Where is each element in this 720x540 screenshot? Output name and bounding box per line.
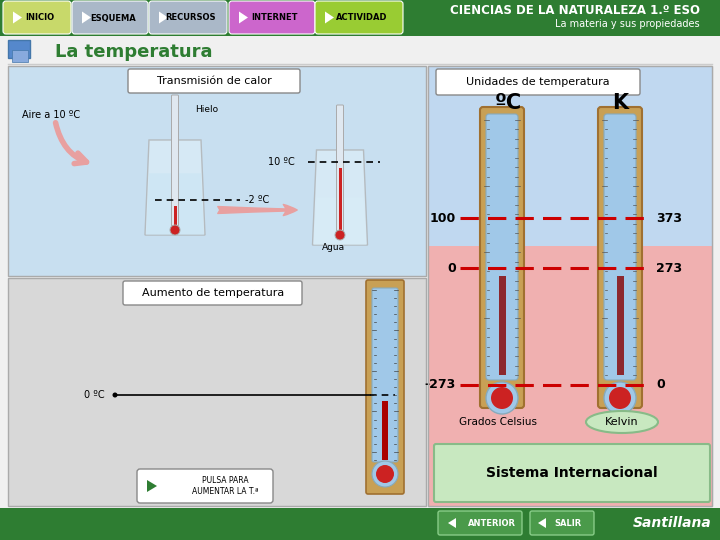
Polygon shape xyxy=(145,140,205,235)
Text: Aumento de temperatura: Aumento de temperatura xyxy=(142,288,284,298)
Text: K: K xyxy=(612,93,628,113)
Text: La materia y sus propiedades: La materia y sus propiedades xyxy=(555,19,700,29)
Text: ACTIVIDAD: ACTIVIDAD xyxy=(336,14,388,23)
FancyBboxPatch shape xyxy=(434,444,710,502)
Bar xyxy=(428,66,712,506)
Polygon shape xyxy=(159,11,168,24)
Ellipse shape xyxy=(586,411,658,433)
Circle shape xyxy=(335,230,345,240)
Circle shape xyxy=(491,387,513,409)
Text: Unidades de temperatura: Unidades de temperatura xyxy=(466,77,610,87)
Bar xyxy=(8,40,30,58)
FancyBboxPatch shape xyxy=(604,114,636,380)
FancyBboxPatch shape xyxy=(438,511,522,535)
FancyBboxPatch shape xyxy=(171,95,179,226)
Bar xyxy=(616,276,624,375)
Text: Agua: Agua xyxy=(322,244,345,253)
FancyBboxPatch shape xyxy=(315,1,403,34)
Text: RECURSOS: RECURSOS xyxy=(166,14,216,23)
FancyBboxPatch shape xyxy=(530,511,594,535)
FancyBboxPatch shape xyxy=(436,69,640,95)
FancyBboxPatch shape xyxy=(336,105,343,231)
Polygon shape xyxy=(239,11,248,24)
Text: Santillana: Santillana xyxy=(634,516,712,530)
FancyArrowPatch shape xyxy=(55,123,86,164)
Bar xyxy=(8,66,426,276)
Bar xyxy=(428,246,712,506)
Bar xyxy=(8,278,426,506)
Circle shape xyxy=(486,382,518,414)
Text: CIENCIAS DE LA NATURALEZA 1.º ESO: CIENCIAS DE LA NATURALEZA 1.º ESO xyxy=(450,4,700,17)
FancyBboxPatch shape xyxy=(123,281,302,305)
Text: La temperatura: La temperatura xyxy=(55,43,212,61)
Circle shape xyxy=(170,225,180,235)
Text: 10 ºC: 10 ºC xyxy=(269,157,295,167)
Polygon shape xyxy=(325,11,334,24)
Polygon shape xyxy=(448,518,456,528)
Bar xyxy=(0,36,720,508)
Circle shape xyxy=(609,387,631,409)
Text: ESQUEMA: ESQUEMA xyxy=(90,14,136,23)
FancyBboxPatch shape xyxy=(486,114,518,380)
Text: Transmisión de calor: Transmisión de calor xyxy=(157,76,271,86)
Text: INTERNET: INTERNET xyxy=(252,14,298,23)
Text: Grados Celsius: Grados Celsius xyxy=(459,417,537,427)
Text: 273: 273 xyxy=(656,261,682,274)
Text: -273: -273 xyxy=(425,379,456,392)
Circle shape xyxy=(604,382,636,414)
Text: 0: 0 xyxy=(656,379,665,392)
FancyBboxPatch shape xyxy=(137,469,273,503)
Polygon shape xyxy=(82,11,91,24)
Bar xyxy=(428,66,712,246)
Text: Kelvin: Kelvin xyxy=(606,417,639,427)
Text: 0 ºC: 0 ºC xyxy=(84,390,105,400)
Polygon shape xyxy=(147,480,157,492)
FancyBboxPatch shape xyxy=(598,107,642,408)
Text: Hielo: Hielo xyxy=(195,105,218,114)
Circle shape xyxy=(112,393,117,397)
Bar xyxy=(0,0,720,36)
FancyBboxPatch shape xyxy=(372,288,398,462)
Bar xyxy=(338,168,341,230)
Text: -2 ºC: -2 ºC xyxy=(245,195,269,205)
FancyBboxPatch shape xyxy=(229,1,315,34)
FancyBboxPatch shape xyxy=(480,107,524,408)
Bar xyxy=(428,66,712,506)
Text: ºC: ºC xyxy=(495,93,521,113)
FancyArrowPatch shape xyxy=(217,205,297,215)
FancyBboxPatch shape xyxy=(3,1,71,34)
Text: SALIR: SALIR xyxy=(554,518,581,528)
Bar xyxy=(174,206,176,225)
Polygon shape xyxy=(146,173,204,235)
Polygon shape xyxy=(313,198,366,245)
Text: 0: 0 xyxy=(447,261,456,274)
Bar xyxy=(382,401,388,460)
Circle shape xyxy=(376,465,394,483)
Text: 373: 373 xyxy=(656,212,682,225)
Bar xyxy=(498,276,505,375)
Bar xyxy=(0,508,720,540)
Polygon shape xyxy=(538,518,546,528)
FancyBboxPatch shape xyxy=(128,69,300,93)
Circle shape xyxy=(372,461,398,487)
Text: PULSA PARA
AUMENTAR LA T.ª: PULSA PARA AUMENTAR LA T.ª xyxy=(192,476,258,496)
FancyBboxPatch shape xyxy=(149,1,227,34)
Text: Aire a 10 ºC: Aire a 10 ºC xyxy=(22,110,80,120)
Text: ANTERIOR: ANTERIOR xyxy=(468,518,516,528)
Text: 100: 100 xyxy=(430,212,456,225)
FancyBboxPatch shape xyxy=(72,1,148,34)
FancyBboxPatch shape xyxy=(366,280,404,494)
Polygon shape xyxy=(13,11,22,24)
Text: Sistema Internacional: Sistema Internacional xyxy=(486,466,658,480)
Text: INICIO: INICIO xyxy=(25,14,55,23)
Polygon shape xyxy=(312,150,367,245)
Bar xyxy=(12,50,28,62)
